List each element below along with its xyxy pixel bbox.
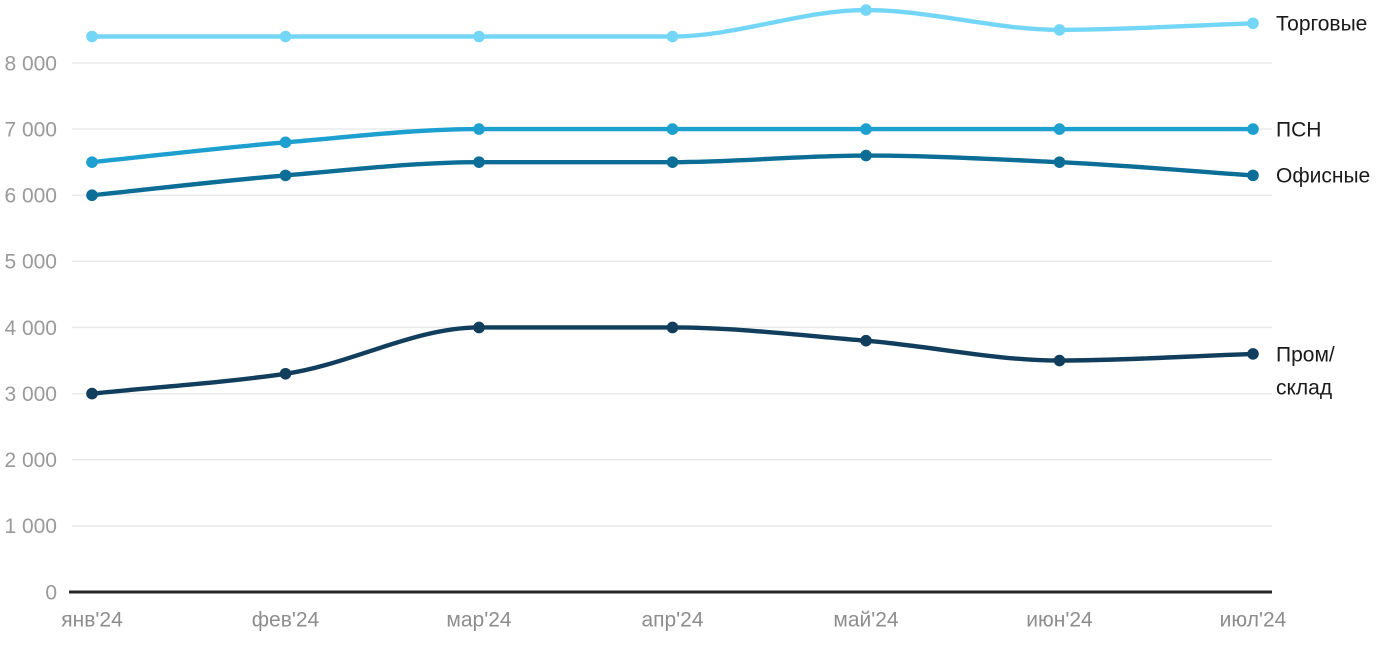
y-tick-label: 4 000 (4, 317, 57, 340)
data-point[interactable] (666, 30, 679, 43)
gridlines (72, 62, 1272, 527)
data-point[interactable] (279, 367, 292, 380)
data-point[interactable] (1053, 156, 1066, 168)
data-point[interactable] (1247, 169, 1259, 182)
x-axis-labels: янв'24 фев'24 мар'24 апр'24 май'24 июн'24 июл'… (61, 608, 1286, 631)
y-tick-label: 2 000 (4, 449, 57, 472)
data-point[interactable] (1247, 123, 1259, 135)
data-point[interactable] (1247, 17, 1259, 30)
data-point[interactable] (1053, 354, 1066, 367)
data-point[interactable] (279, 169, 292, 182)
y-tick-label: 8 000 (4, 52, 57, 75)
data-point[interactable] (1053, 123, 1066, 135)
x-tick-label: мар'24 (446, 608, 511, 631)
y-tick-label: 7 000 (4, 118, 57, 141)
data-point[interactable] (279, 136, 292, 149)
data-point[interactable] (860, 4, 872, 16)
data-point[interactable] (86, 189, 98, 202)
data-point[interactable] (473, 156, 485, 168)
data-point[interactable] (666, 321, 679, 334)
y-tick-label: 6 000 (4, 185, 57, 208)
x-tick-label: фев'24 (252, 608, 320, 631)
x-tick-label: май'24 (833, 608, 899, 631)
series-line (89, 325, 1256, 396)
series-end-label: ПСН (1276, 118, 1321, 141)
y-tick-label: 3 000 (4, 383, 57, 406)
series-end-label: Офисные (1276, 165, 1370, 188)
series-end-label: Пром/склад (1276, 343, 1335, 399)
data-point[interactable] (1247, 348, 1259, 360)
series-1: Торговые (86, 4, 1367, 43)
data-point[interactable] (860, 149, 872, 162)
data-point[interactable] (473, 123, 485, 135)
series-2: ПСН (86, 118, 1321, 168)
series-3: Офисные (86, 149, 1370, 202)
data-point[interactable] (666, 123, 679, 135)
data-point[interactable] (1053, 24, 1066, 36)
data-point[interactable] (860, 334, 872, 347)
x-tick-label: июл'24 (1220, 608, 1287, 631)
x-tick-label: июн'24 (1026, 608, 1093, 631)
series-4: Пром/склад (86, 321, 1335, 400)
data-point[interactable] (86, 387, 98, 400)
data-point[interactable] (473, 30, 485, 43)
x-tick-label: апр'24 (641, 608, 703, 631)
y-tick-label: 0 (45, 581, 57, 604)
data-point[interactable] (86, 30, 98, 43)
x-tick-label: янв'24 (61, 608, 123, 631)
data-point[interactable] (473, 321, 485, 334)
y-tick-label: 1 000 (4, 515, 57, 538)
y-tick-label: 5 000 (4, 251, 57, 274)
data-point[interactable] (666, 156, 679, 168)
data-point[interactable] (86, 156, 98, 168)
y-axis-labels: 0 1 000 2 000 3 000 4 000 5 000 6 000 7 000 8 00… (4, 52, 57, 604)
series-end-label: Торговые (1276, 13, 1367, 36)
data-point[interactable] (860, 123, 872, 135)
data-point[interactable] (279, 30, 292, 43)
